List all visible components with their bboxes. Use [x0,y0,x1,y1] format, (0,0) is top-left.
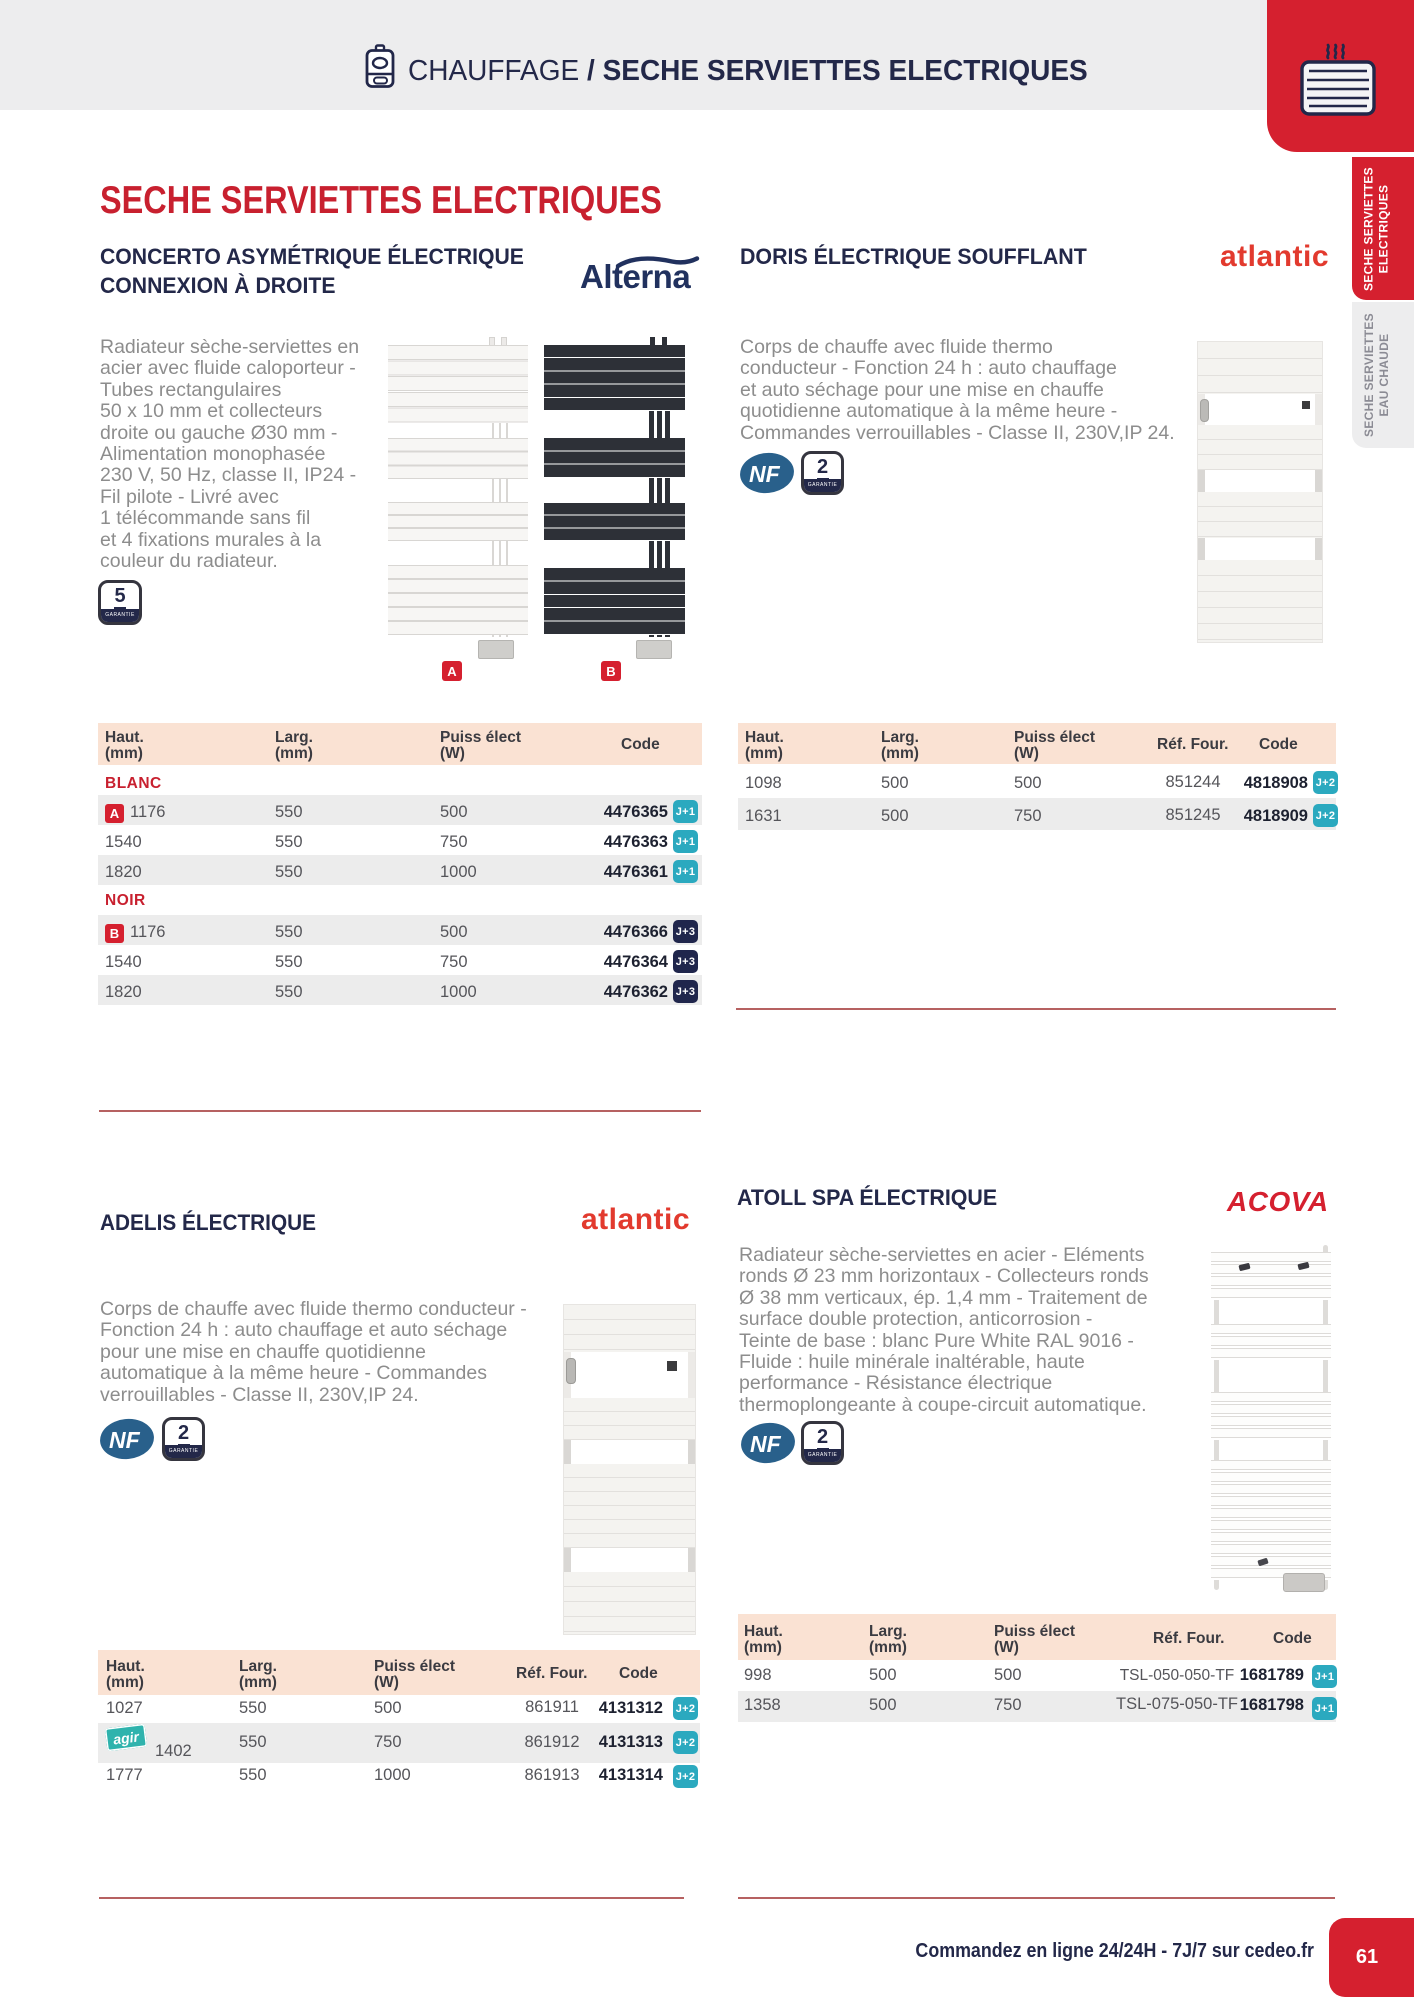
svg-text:NF: NF [109,1427,141,1453]
svg-text:NF: NF [750,1431,782,1457]
svg-text:Alterna: Alterna [580,258,691,295]
svg-text:NF: NF [749,461,781,487]
